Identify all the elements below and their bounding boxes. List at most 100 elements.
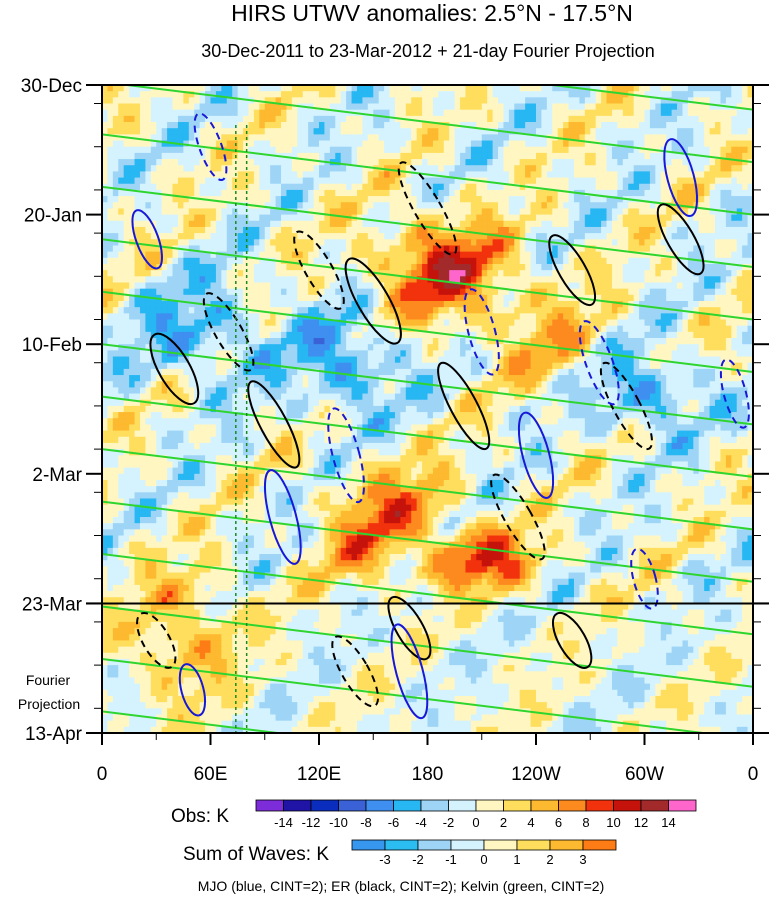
field-cell bbox=[633, 276, 640, 283]
field-cell bbox=[400, 263, 407, 271]
field-cell bbox=[123, 189, 130, 197]
field-cell bbox=[270, 159, 276, 166]
field-cell bbox=[671, 294, 678, 302]
field-cell bbox=[432, 270, 439, 277]
field-cell bbox=[742, 214, 748, 222]
field-cell bbox=[595, 91, 602, 98]
field-cell bbox=[660, 103, 667, 111]
field-cell bbox=[530, 294, 537, 302]
field-cell bbox=[384, 307, 390, 314]
field-cell bbox=[514, 202, 521, 209]
field-cell bbox=[411, 208, 418, 215]
field-cell bbox=[492, 226, 499, 234]
field-cell bbox=[655, 159, 662, 166]
field-cell bbox=[253, 85, 260, 92]
field-cell bbox=[394, 245, 401, 253]
field-cell bbox=[411, 301, 418, 308]
field-cell bbox=[324, 319, 331, 327]
field-cell bbox=[563, 122, 569, 129]
field-cell bbox=[188, 325, 195, 333]
field-cell bbox=[243, 294, 249, 302]
field-cell bbox=[275, 319, 282, 327]
field-cell bbox=[123, 122, 130, 129]
field-cell bbox=[411, 338, 418, 345]
field-cell bbox=[405, 109, 412, 117]
field-cell bbox=[378, 177, 385, 185]
field-cell bbox=[731, 245, 738, 253]
field-cell bbox=[731, 270, 738, 277]
field-cell bbox=[715, 196, 721, 203]
field-cell bbox=[563, 214, 569, 222]
field-cell bbox=[508, 245, 515, 253]
field-cell bbox=[622, 245, 629, 253]
field-cell bbox=[628, 115, 635, 123]
field-cell bbox=[573, 325, 580, 333]
field-cell bbox=[264, 177, 271, 185]
field-cell bbox=[449, 338, 456, 345]
field-cell bbox=[503, 307, 510, 314]
field-cell bbox=[167, 214, 173, 222]
field-cell bbox=[687, 288, 694, 296]
field-cell bbox=[443, 97, 450, 104]
field-cell bbox=[335, 91, 342, 98]
field-cell bbox=[498, 301, 504, 308]
field-cell bbox=[454, 146, 461, 154]
field-cell bbox=[264, 220, 271, 228]
field-cell bbox=[492, 313, 499, 320]
field-cell bbox=[324, 165, 331, 172]
field-cell bbox=[259, 115, 266, 123]
field-cell bbox=[666, 307, 673, 314]
field-cell bbox=[313, 319, 320, 327]
field-cell bbox=[215, 325, 222, 333]
field-cell bbox=[715, 233, 721, 240]
field-cell bbox=[416, 276, 423, 283]
field-cell bbox=[590, 196, 597, 203]
field-cell bbox=[356, 245, 363, 253]
field-cell bbox=[514, 313, 521, 320]
field-cell bbox=[579, 97, 586, 104]
field-cell bbox=[237, 202, 244, 209]
field-cell bbox=[270, 165, 276, 172]
field-cell bbox=[487, 245, 494, 253]
field-cell bbox=[579, 288, 586, 296]
field-cell bbox=[286, 128, 293, 135]
field-cell bbox=[465, 245, 472, 253]
field-cell bbox=[194, 276, 201, 283]
field-cell bbox=[134, 152, 141, 160]
field-cell bbox=[666, 177, 673, 185]
field-cell bbox=[346, 177, 352, 185]
field-cell bbox=[172, 276, 179, 283]
field-cell bbox=[633, 307, 640, 314]
field-cell bbox=[628, 313, 635, 320]
field-cell bbox=[161, 233, 168, 240]
field-cell bbox=[384, 97, 390, 104]
field-cell bbox=[161, 109, 168, 117]
field-cell bbox=[411, 239, 418, 246]
field-cell bbox=[367, 270, 374, 277]
field-cell bbox=[639, 196, 645, 203]
field-cell bbox=[102, 257, 108, 265]
field-cell bbox=[351, 103, 358, 111]
field-cell bbox=[584, 208, 591, 215]
field-cell bbox=[557, 122, 564, 129]
field-cell bbox=[736, 189, 743, 197]
field-cell bbox=[503, 183, 510, 191]
field-cell bbox=[747, 128, 753, 135]
field-cell bbox=[259, 165, 266, 172]
field-cell bbox=[313, 146, 320, 154]
field-cell bbox=[747, 319, 753, 327]
field-cell bbox=[514, 140, 521, 148]
field-cell bbox=[313, 282, 320, 290]
field-cell bbox=[487, 319, 494, 327]
field-cell bbox=[546, 233, 553, 240]
field-cell bbox=[161, 263, 168, 271]
field-cell bbox=[476, 103, 483, 111]
field-cell bbox=[275, 313, 282, 320]
field-cell bbox=[297, 171, 304, 178]
field-cell bbox=[346, 276, 352, 283]
field-cell bbox=[427, 97, 434, 104]
field-cell bbox=[546, 140, 553, 148]
field-cell bbox=[356, 140, 363, 148]
field-cell bbox=[329, 325, 336, 333]
field-cell bbox=[470, 307, 477, 314]
